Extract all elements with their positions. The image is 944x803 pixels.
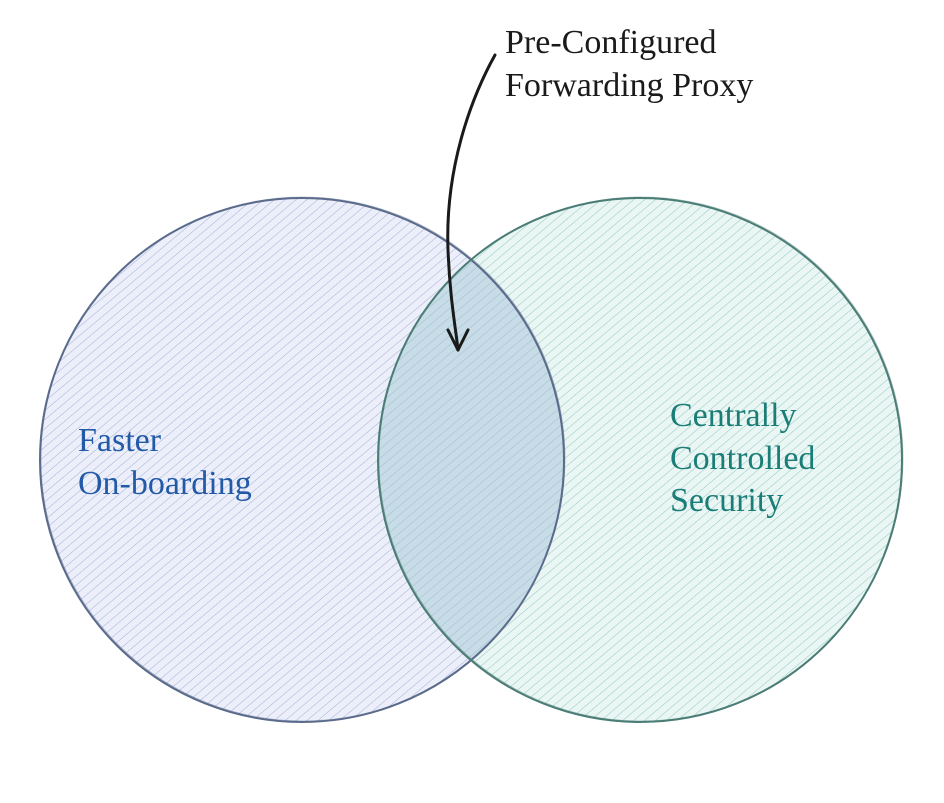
venn-diagram: Pre-Configured Forwarding Proxy Faster On…	[0, 0, 944, 803]
label-intersection: Pre-Configured Forwarding Proxy	[505, 22, 753, 107]
label-left: Faster On-boarding	[78, 420, 252, 505]
label-right: Centrally Controlled Security	[670, 395, 815, 523]
